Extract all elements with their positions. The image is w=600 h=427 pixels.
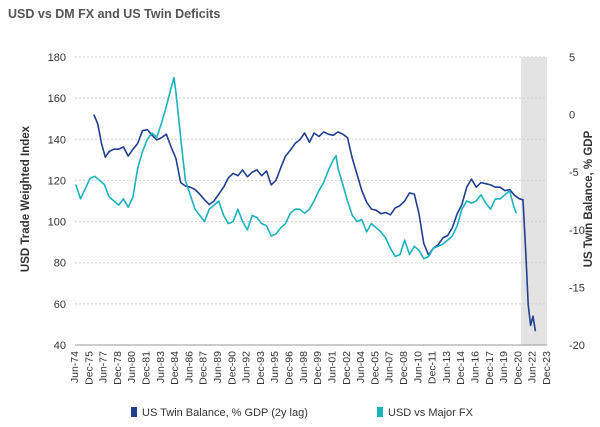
y-right-tick-label: -10 — [569, 225, 585, 237]
x-tick-label: Dec-78 — [112, 351, 124, 385]
shaded-region-rect — [521, 57, 547, 345]
x-tick-label: Dec-93 — [255, 351, 267, 385]
x-tick-label: Dec-05 — [369, 351, 381, 385]
y-axis-left-label: USD Trade Weighted Index — [20, 125, 32, 272]
x-axis: Jun-74 Dec-75 Jun-77 Dec-78 Jun-80 Dec-81 Jun-… — [69, 344, 553, 385]
x-tick-label: Jun-98 — [298, 351, 310, 383]
x-tick-label: Jun-13 — [441, 351, 453, 383]
y-left-tick-label: 80 — [54, 258, 66, 270]
x-tick-label: Jun-95 — [269, 351, 281, 383]
legend: US Twin Balance, % GDP (2y lag) USD vs M… — [131, 407, 474, 419]
x-tick-label: Jun-89 — [212, 351, 224, 383]
y-right-tick-label: -5 — [569, 167, 579, 179]
x-tick-label: Dec-20 — [512, 351, 524, 385]
x-tick-label: Dec-11 — [427, 351, 439, 384]
x-tick-label: Jun-16 — [469, 351, 481, 383]
x-tick-label: Dec-99 — [312, 351, 324, 385]
x-tick-label: Jun-07 — [384, 351, 396, 383]
shaded-region — [521, 57, 547, 345]
y-axis-left: 180 160 140 120 100 80 60 40 — [48, 52, 66, 352]
y-left-tick-label: 140 — [48, 134, 66, 146]
x-tick-label: Dec-14 — [455, 351, 467, 385]
y-left-tick-label: 120 — [48, 175, 66, 187]
x-tick-label: Jun-74 — [69, 351, 81, 383]
x-tick-label: Dec-02 — [341, 351, 353, 385]
legend-swatch-usd-vs-major-fx — [377, 407, 383, 417]
x-tick-label: Dec-87 — [198, 351, 210, 385]
chart-title: USD vs DM FX and US Twin Deficits — [8, 7, 220, 21]
x-tick-label: Jun-01 — [326, 351, 338, 383]
gridlines — [75, 56, 547, 305]
x-tick-label: Jun-86 — [183, 351, 195, 383]
x-tick-label: Jun-22 — [527, 351, 539, 383]
y-right-tick-label: -15 — [569, 282, 585, 294]
y-left-tick-label: 100 — [48, 217, 66, 229]
y-left-tick-label: 60 — [54, 299, 66, 311]
x-tick-label: Dec-17 — [484, 351, 496, 385]
series-line-twin-balance — [93, 114, 537, 332]
y-right-tick-label: -20 — [569, 340, 585, 352]
series-line-usd-vs-major-fx — [75, 76, 518, 260]
y-left-tick-label: 160 — [48, 93, 66, 105]
x-tick-label: Dec-81 — [141, 351, 153, 385]
y-axis-right: 5 0 -5 -10 -15 -20 — [569, 52, 585, 352]
x-tick-label: Jun-77 — [98, 351, 110, 383]
legend-label-twin-balance: US Twin Balance, % GDP (2y lag) — [142, 407, 308, 419]
x-tick-label: Jun-04 — [355, 351, 367, 383]
x-tick-label: Dec-90 — [226, 351, 238, 385]
y-right-tick-label: 0 — [569, 110, 575, 122]
y-left-tick-label: 180 — [48, 52, 66, 64]
x-tick-label: Jun-10 — [412, 351, 424, 383]
x-tick-label: Dec-75 — [83, 351, 95, 385]
legend-label-usd-vs-major-fx: USD vs Major FX — [388, 407, 474, 419]
x-tick-label: Jun-83 — [155, 351, 167, 383]
y-left-tick-label: 40 — [54, 340, 66, 352]
series-lines — [75, 76, 537, 332]
x-tick-label: Jun-19 — [498, 351, 510, 383]
x-tick-label: Dec-23 — [541, 351, 553, 385]
y-axis-right-label: US Twin Balance, % GDP — [583, 130, 595, 267]
x-tick-label: Dec-96 — [284, 351, 296, 385]
x-tick-label: Dec-08 — [398, 351, 410, 385]
x-tick-label: Jun-92 — [241, 351, 253, 383]
y-right-tick-label: 5 — [569, 52, 575, 64]
legend-swatch-twin-balance — [131, 407, 137, 417]
x-tick-label: Jun-80 — [126, 351, 138, 383]
x-tick-label: Dec-84 — [169, 351, 181, 385]
